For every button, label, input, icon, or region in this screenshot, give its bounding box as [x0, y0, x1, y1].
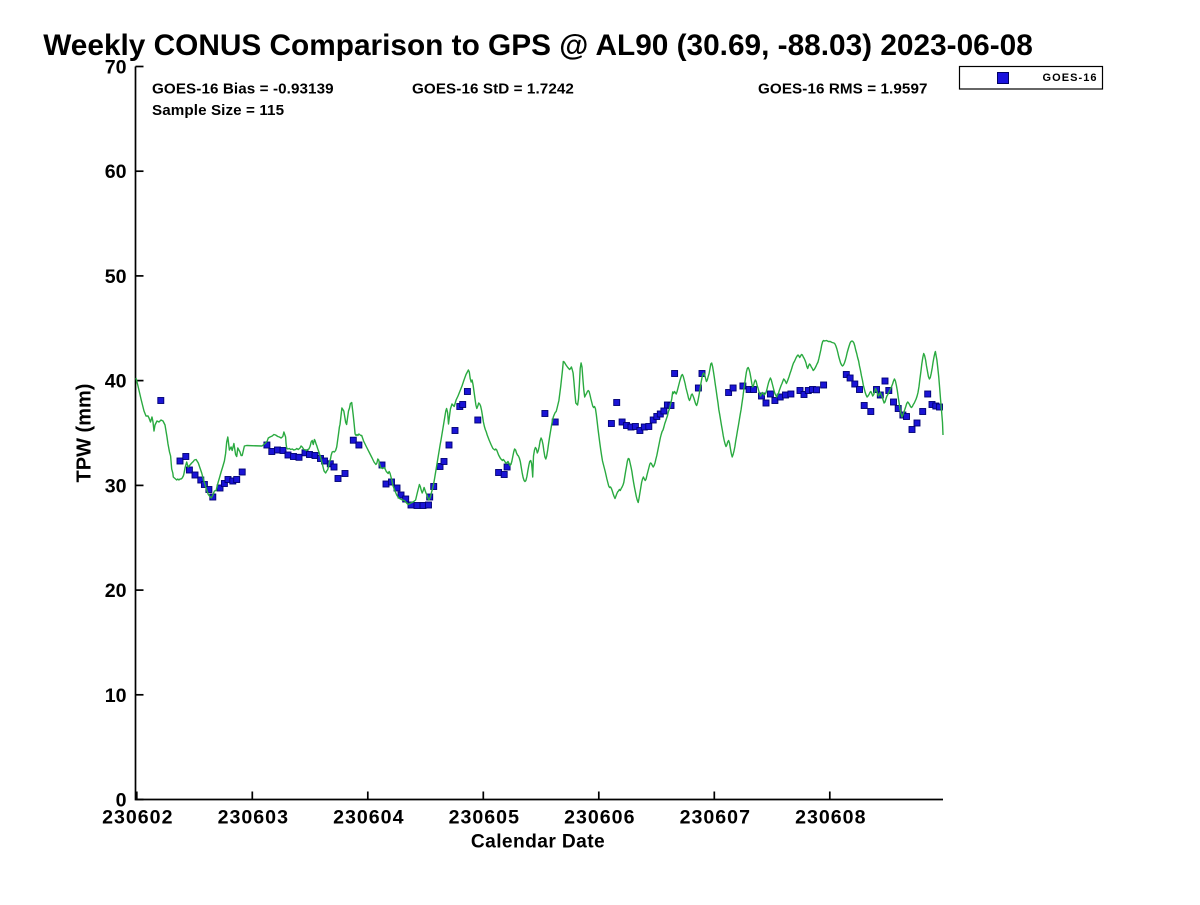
svg-text:230603: 230603: [218, 807, 289, 829]
svg-text:10: 10: [105, 685, 127, 707]
svg-text:GOES-16 StD = 1.7242: GOES-16 StD = 1.7242: [412, 81, 574, 98]
svg-text:20: 20: [105, 580, 127, 602]
svg-text:GOES-16 Bias = -0.93139: GOES-16 Bias = -0.93139: [152, 81, 334, 98]
svg-text:70: 70: [105, 57, 127, 79]
svg-text:230608: 230608: [795, 807, 866, 829]
svg-text:60: 60: [105, 161, 127, 183]
svg-text:GOES-16 RMS = 1.9597: GOES-16 RMS = 1.9597: [758, 81, 928, 98]
svg-text:230607: 230607: [680, 807, 751, 829]
svg-text:0: 0: [116, 790, 127, 812]
svg-text:40: 40: [105, 371, 127, 393]
svg-text:Calendar Date: Calendar Date: [471, 832, 605, 853]
svg-text:230605: 230605: [449, 807, 520, 829]
svg-text:Sample Size = 115: Sample Size = 115: [152, 102, 285, 119]
svg-text:230602: 230602: [102, 807, 173, 829]
svg-text:230606: 230606: [564, 807, 635, 829]
svg-text:50: 50: [105, 266, 127, 288]
svg-text:30: 30: [105, 475, 127, 497]
svg-text:TPW (mm): TPW (mm): [74, 384, 96, 483]
svg-text:230604: 230604: [333, 807, 404, 829]
svg-text:Weekly CONUS Comparison to GPS: Weekly CONUS Comparison to GPS @ AL90 (3…: [43, 29, 1033, 62]
svg-text:GOES-16: GOES-16: [1043, 72, 1098, 84]
